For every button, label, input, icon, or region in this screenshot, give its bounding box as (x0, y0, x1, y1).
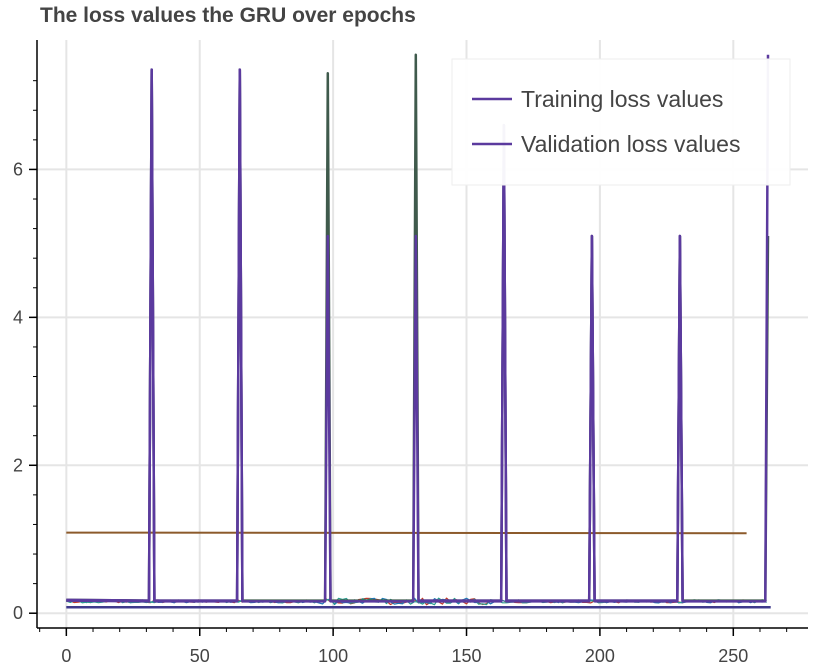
y-tick-label: 6 (13, 159, 23, 179)
series-flat-line (66, 531, 747, 535)
x-tick-label: 250 (718, 646, 748, 666)
legend-label: Training loss values (521, 86, 723, 112)
series-validation-overlay-a (66, 68, 244, 602)
x-tick-label: 100 (318, 646, 348, 666)
x-tick-label: 150 (451, 646, 481, 666)
series-validation-overlay-b (418, 123, 684, 602)
x-tick-label: 0 (61, 646, 71, 666)
legend-box (451, 58, 791, 186)
x-tick-label: 200 (585, 646, 615, 666)
chart-title: The loss values the GRU over epochs (40, 4, 416, 27)
series-layer (66, 53, 771, 609)
grid (37, 40, 808, 628)
legend: Training loss values Validation loss valu… (451, 58, 791, 186)
axes: 0 50 100 150 200 250 0 2 4 6 (13, 40, 808, 666)
y-tick-label: 0 (13, 603, 23, 623)
x-tick-label: 50 (190, 646, 210, 666)
y-tick-label: 2 (13, 455, 23, 475)
y-tick-label: 4 (13, 307, 23, 327)
legend-label: Validation loss values (521, 131, 740, 157)
